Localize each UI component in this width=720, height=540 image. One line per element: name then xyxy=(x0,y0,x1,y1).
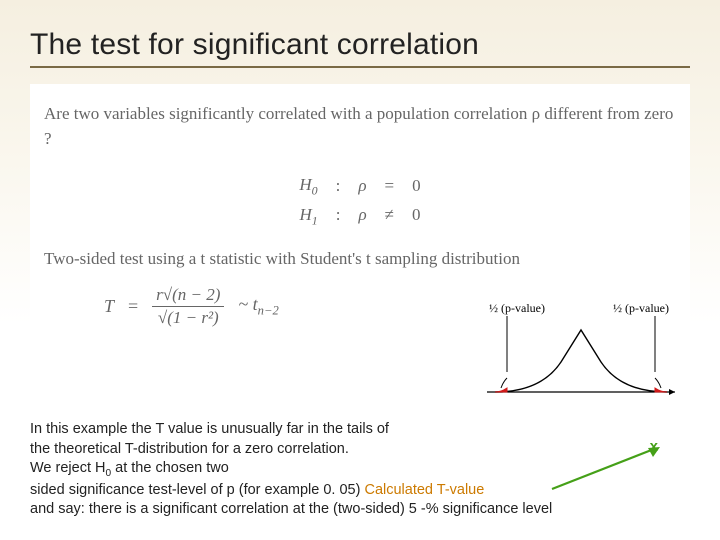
slide-title: The test for significant correlation xyxy=(30,28,690,62)
formula-dist: ~ tn−2 xyxy=(238,294,278,319)
h1-lhs: H1 xyxy=(300,201,318,231)
explain-line4a: sided significance test-level of p (for … xyxy=(30,482,364,498)
explain-line1: In this example the T value is unusually… xyxy=(30,421,389,437)
right-p-label: ½ (p-value) xyxy=(613,302,669,315)
formula-equals: = xyxy=(128,296,138,317)
h0-colon: : xyxy=(336,172,341,201)
formula-num: r√(n − 2) xyxy=(152,285,224,307)
arrow-head-icon xyxy=(648,447,660,457)
title-underline xyxy=(30,66,690,68)
bell-curve xyxy=(495,330,667,392)
formula-fraction: r√(n − 2) √(1 − r²) xyxy=(152,285,224,329)
h1-row: H1 : ρ ≠ 0 xyxy=(300,201,421,231)
calculated-t-label: Calculated T-value xyxy=(364,482,484,498)
h1-rho: ρ xyxy=(358,201,366,230)
explain-line3b: at the chosen two xyxy=(111,460,229,476)
explain-line5: and say: there is a significant correlat… xyxy=(30,501,552,517)
left-p-label: ½ (p-value) xyxy=(489,302,545,315)
content-panel: Are two variables significantly correlat… xyxy=(30,84,690,332)
explain-line3a: We reject H xyxy=(30,460,105,476)
h0-rho: ρ xyxy=(358,172,366,201)
h1-rhs: 0 xyxy=(412,201,421,230)
intro-text: Are two variables significantly correlat… xyxy=(44,102,676,151)
two-sided-text: Two-sided test using a t statistic with … xyxy=(44,249,676,269)
formula-den: √(1 − r²) xyxy=(158,307,219,328)
h0-lhs: H0 xyxy=(299,171,317,201)
h1-eq: ≠ xyxy=(385,201,394,230)
h0-row: H0 : ρ = 0 xyxy=(299,171,420,201)
h1-colon: : xyxy=(336,201,341,230)
hypotheses-block: H0 : ρ = 0 H1 : ρ ≠ 0 xyxy=(44,171,676,230)
axis-arrow-icon xyxy=(669,389,675,395)
arrow-line xyxy=(552,449,654,489)
left-tail-hook xyxy=(501,378,507,388)
explain-line2: the theoretical T-distribution for a zer… xyxy=(30,441,349,457)
formula-T: T xyxy=(104,296,114,317)
green-arrow xyxy=(548,445,668,495)
t-distribution-plot: ½ (p-value) ½ (p-value) xyxy=(476,302,686,422)
right-tail-hook xyxy=(655,378,661,388)
h0-eq: = xyxy=(385,172,395,201)
formula-eq: T = r√(n − 2) √(1 − r²) ~ tn−2 xyxy=(104,285,279,329)
title-block: The test for significant correlation xyxy=(0,0,720,74)
h0-rhs: 0 xyxy=(412,172,421,201)
